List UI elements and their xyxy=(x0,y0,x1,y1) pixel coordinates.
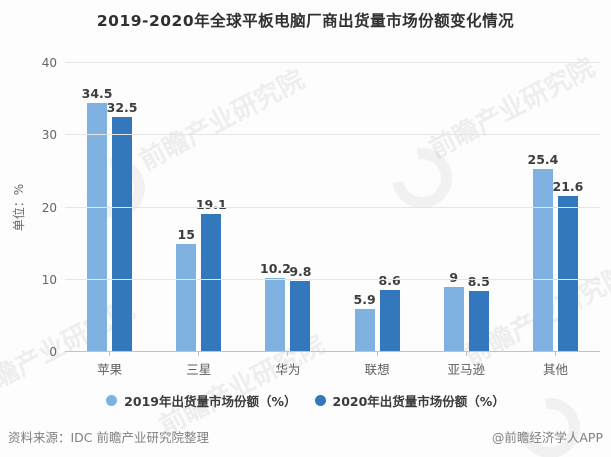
legend-label-2019: 2019年出货量市场份额（%） xyxy=(124,394,297,409)
bar-value-label-2020-cat1: 19.1 xyxy=(195,197,227,213)
footer: 资料来源：IDC 前瞻产业研究院整理 @前瞻经济学人APP xyxy=(8,427,603,446)
app-credit: @前瞻经济学人APP xyxy=(491,430,603,445)
bar-group-2: 10.2 9.8 xyxy=(243,63,332,352)
legend-dot-icon-2020 xyxy=(314,395,326,406)
bar-2020-cat0: 32.5 xyxy=(107,100,138,352)
bar-2020-cat1: 19.1 xyxy=(196,197,227,352)
bar-2019-cat5: 25.4 xyxy=(528,152,558,352)
bar-group-0: 34.5 32.5 xyxy=(65,63,154,352)
legend-dot-icon-2019 xyxy=(106,395,118,406)
plot-area: 34.5 32.5 15 19.1 10.2 9.8 5.9 8.6 9 8.5 25.4 21.6 xyxy=(65,62,600,356)
bar-group-4: 9 8.5 xyxy=(422,63,511,352)
chart-title: 2019-2020年全球平板电脑厂商出货量市场份额变化情况 xyxy=(96,12,515,30)
gridline-20 xyxy=(65,206,600,208)
source-note: 资料来源：IDC 前瞻产业研究院整理 xyxy=(8,430,210,445)
y-axis-tick-label-0: 0 xyxy=(49,345,57,359)
bar-2019-cat0: 34.5 xyxy=(82,86,113,352)
x-axis-tick-3 xyxy=(376,352,378,356)
y-axis-tick-label-30: 30 xyxy=(41,128,57,143)
bar-value-label-2019-cat4: 9 xyxy=(449,269,459,285)
x-axis-line xyxy=(65,351,600,352)
bar-2020-cat2: 9.8 xyxy=(289,264,312,352)
x-axis-labels: 苹果 三星 华为 联想 亚马逊 其他 xyxy=(65,359,600,378)
x-axis-tick-4 xyxy=(465,352,467,356)
bar-2020-cat3: 8.6 xyxy=(379,273,401,352)
gridline-40 xyxy=(65,62,600,63)
x-axis-label-1: 三星 xyxy=(186,362,212,377)
legend-item-2019: 2019年出货量市场份额（%） xyxy=(106,391,297,410)
bar-value-label-2020-cat0: 32.5 xyxy=(106,100,138,116)
bar-value-label-2020-cat3: 8.6 xyxy=(378,272,401,288)
bar-groups: 34.5 32.5 15 19.1 10.2 9.8 5.9 8.6 9 8.5 25.4 21.6 xyxy=(65,63,600,352)
bar-2019-cat2: 10.2 xyxy=(260,261,291,352)
bar-value-label-2020-cat5: 21.6 xyxy=(552,178,584,194)
x-axis-tick-5 xyxy=(554,352,556,356)
bar-value-label-2019-cat2: 10.2 xyxy=(260,261,291,277)
x-axis-label-5: 其他 xyxy=(542,362,568,377)
bar-2020-cat4: 8.5 xyxy=(468,274,490,352)
x-axis-label-2: 华为 xyxy=(275,362,301,377)
bar-2020-cat5: 21.6 xyxy=(553,179,583,352)
y-axis-tick-labels: 0 10 20 30 40 xyxy=(0,56,57,359)
bar-group-3: 5.9 8.6 xyxy=(333,63,422,352)
bar-value-label-2019-cat0: 34.5 xyxy=(81,85,113,101)
x-axis-label-4: 亚马逊 xyxy=(447,362,486,377)
gridline-10 xyxy=(65,278,600,280)
x-axis-tick-1 xyxy=(198,352,200,356)
x-axis-label-3: 联想 xyxy=(364,362,390,377)
y-axis-tick-label-10: 10 xyxy=(41,272,57,287)
y-axis-tick-label-40: 40 xyxy=(41,56,57,70)
bar-2019-cat3: 5.9 xyxy=(354,292,376,352)
legend: 2019年出货量市场份额（%） 2020年出货量市场份额（%） xyxy=(0,391,611,410)
bar-2019-cat4: 9 xyxy=(443,270,464,352)
bar-group-5: 25.4 21.6 xyxy=(511,63,600,352)
legend-label-2020: 2020年出货量市场份额（%） xyxy=(332,394,505,409)
y-axis-tick-label-20: 20 xyxy=(41,200,57,215)
bar-group-1: 15 19.1 xyxy=(154,63,243,352)
gridline-30 xyxy=(65,134,600,136)
bar-value-label-2019-cat3: 5.9 xyxy=(353,292,376,308)
x-axis-label-0: 苹果 xyxy=(97,362,123,377)
legend-item-2020: 2020年出货量市场份额（%） xyxy=(314,391,505,410)
bar-value-label-2020-cat2: 9.8 xyxy=(289,264,312,280)
bar-value-label-2020-cat4: 8.5 xyxy=(467,273,490,289)
bar-value-label-2019-cat1: 15 xyxy=(177,226,195,242)
x-axis-tick-2 xyxy=(287,352,289,356)
bar-2019-cat1: 15 xyxy=(176,227,197,352)
bar-value-label-2019-cat5: 25.4 xyxy=(527,151,559,167)
x-axis-tick-0 xyxy=(109,352,111,356)
